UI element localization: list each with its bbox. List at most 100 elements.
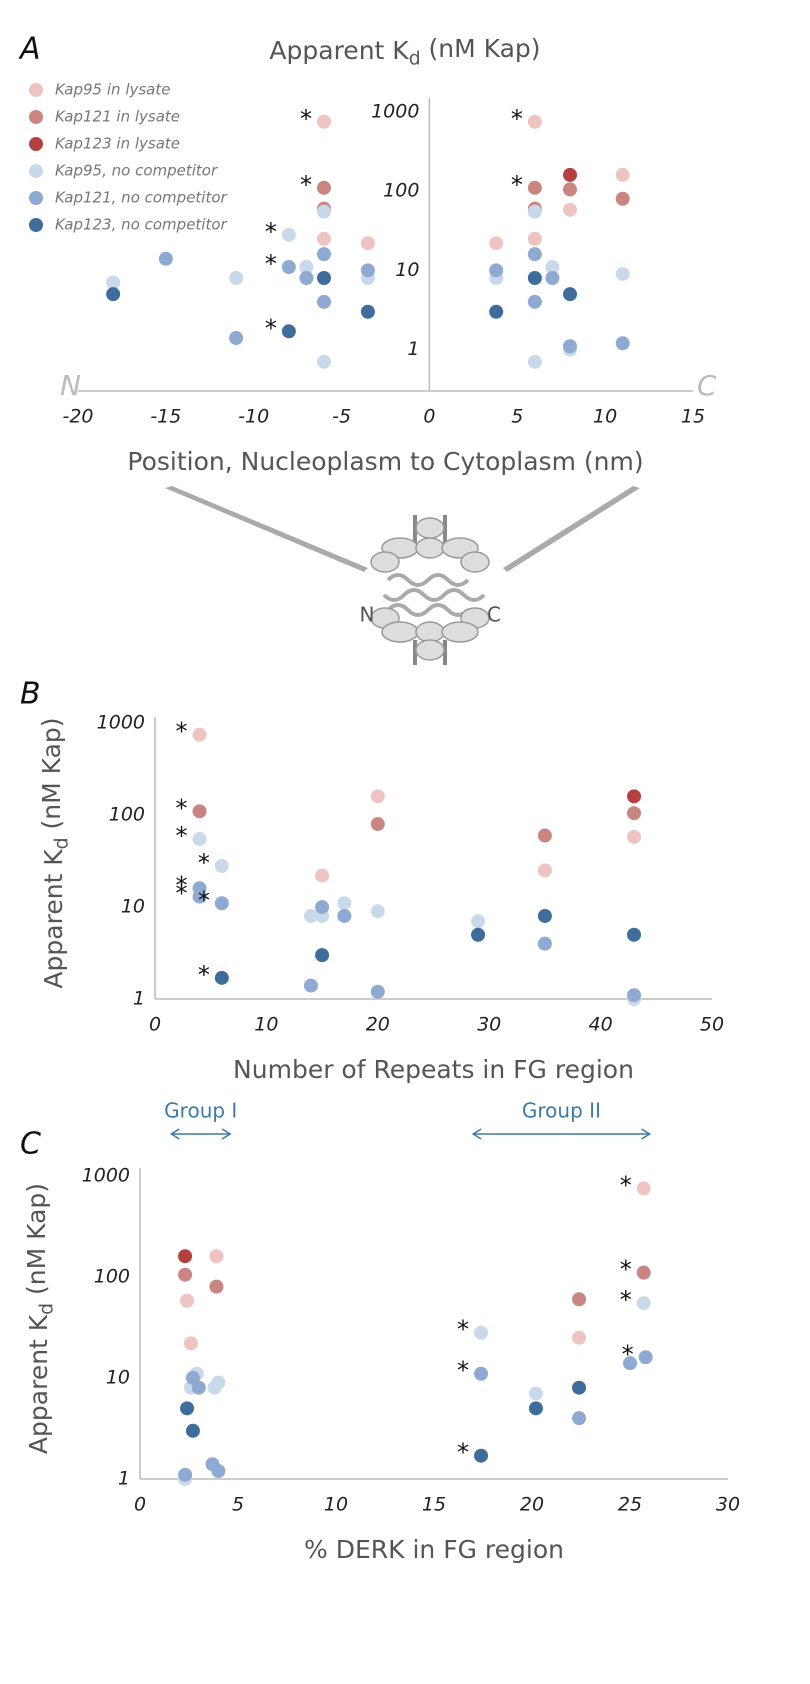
point xyxy=(317,294,331,309)
asterisk: * xyxy=(176,880,188,908)
point xyxy=(178,1467,193,1482)
point xyxy=(178,1267,193,1282)
point xyxy=(537,863,552,878)
point xyxy=(370,789,385,804)
asterisk: * xyxy=(511,105,523,133)
legend-label: Kap123 in lysate xyxy=(55,135,180,153)
point xyxy=(537,908,552,923)
point xyxy=(563,339,577,354)
y-axis-label-part: (nM Kap) xyxy=(22,1183,51,1303)
y-axis-label-part: (nM Kap) xyxy=(37,717,66,837)
y-tick-label: 1000 xyxy=(82,1164,130,1186)
point xyxy=(615,191,630,206)
point xyxy=(627,988,642,1003)
asterisk: * xyxy=(265,218,277,246)
legend-swatch xyxy=(29,218,43,232)
asterisk: * xyxy=(457,1357,469,1385)
y-tick-label: 1 xyxy=(133,988,145,1010)
point xyxy=(638,1350,653,1365)
asterisk: * xyxy=(198,961,210,989)
point xyxy=(527,114,542,129)
point xyxy=(636,1296,651,1311)
point xyxy=(627,806,642,821)
point xyxy=(627,789,642,804)
point xyxy=(315,948,330,963)
asterisk: * xyxy=(622,1340,634,1368)
point xyxy=(528,1386,543,1401)
point xyxy=(303,978,318,993)
asterisk: * xyxy=(198,849,210,877)
point xyxy=(281,260,296,275)
asterisk: * xyxy=(620,1171,632,1199)
point xyxy=(627,829,642,844)
point xyxy=(545,271,560,286)
point xyxy=(360,263,375,278)
x-tick-label: 50 xyxy=(700,1014,724,1036)
legend-label: Kap95, no competitor xyxy=(55,162,218,180)
point xyxy=(192,804,207,819)
y-axis-label-part: d xyxy=(36,1303,57,1315)
point xyxy=(192,889,207,904)
x-tick-label: 5 xyxy=(232,1494,244,1516)
point xyxy=(572,1292,587,1307)
legend-swatch xyxy=(29,137,43,151)
point xyxy=(299,271,314,286)
point xyxy=(211,1375,226,1390)
x-tick-label: 0 xyxy=(423,406,435,428)
point xyxy=(572,1380,587,1395)
asterisk: * xyxy=(176,718,188,746)
panel-letter: A xyxy=(18,32,41,67)
point xyxy=(527,294,542,309)
point xyxy=(572,1411,587,1426)
asterisk: * xyxy=(511,171,523,199)
point xyxy=(623,1356,637,1371)
point xyxy=(337,896,352,911)
point xyxy=(527,231,542,246)
asterisk: * xyxy=(176,871,188,899)
point xyxy=(211,1463,226,1478)
group-label: Group II xyxy=(522,1099,601,1123)
point xyxy=(158,251,173,266)
point xyxy=(191,1380,206,1395)
point xyxy=(209,1279,224,1294)
asterisk: * xyxy=(265,314,277,342)
point xyxy=(317,354,331,369)
x-axis-label: Position, Nucleoplasm to Cytoplasm (nm) xyxy=(127,447,643,476)
point xyxy=(636,1265,651,1280)
point xyxy=(183,1336,198,1351)
point xyxy=(317,114,331,129)
y-axis-label: Apparent Kd (nM Kap) xyxy=(22,1183,57,1454)
legend-swatch xyxy=(29,110,43,124)
point xyxy=(317,271,331,286)
point xyxy=(315,868,330,883)
point xyxy=(106,275,121,290)
point xyxy=(527,271,542,286)
point xyxy=(317,204,331,219)
point xyxy=(214,896,229,911)
x-tick-label: 10 xyxy=(254,1014,278,1036)
corner-label: N xyxy=(60,369,81,402)
point xyxy=(527,204,542,219)
point xyxy=(281,227,296,242)
point xyxy=(615,266,630,281)
point xyxy=(474,1366,489,1381)
point xyxy=(370,984,385,999)
point xyxy=(360,236,375,251)
x-tick-label: 5 xyxy=(511,406,523,428)
x-axis-label: Number of Repeats in FG region xyxy=(233,1055,634,1084)
diagram-label: C xyxy=(487,603,501,627)
point xyxy=(563,167,577,182)
point xyxy=(315,900,330,915)
asterisk: * xyxy=(457,1316,469,1344)
point xyxy=(572,1330,587,1345)
x-tick-label: 15 xyxy=(681,406,705,428)
y-axis-label-part: Apparent K xyxy=(24,1314,53,1454)
x-tick-label: 30 xyxy=(477,1014,501,1036)
point xyxy=(360,304,375,319)
x-tick-label: 10 xyxy=(593,406,617,428)
chart-title-part: d xyxy=(409,48,421,69)
legend-swatch xyxy=(29,164,43,178)
x-tick-label: 0 xyxy=(134,1494,146,1516)
asterisk: * xyxy=(620,1286,632,1314)
legend-label: Kap123, no competitor xyxy=(55,216,228,234)
